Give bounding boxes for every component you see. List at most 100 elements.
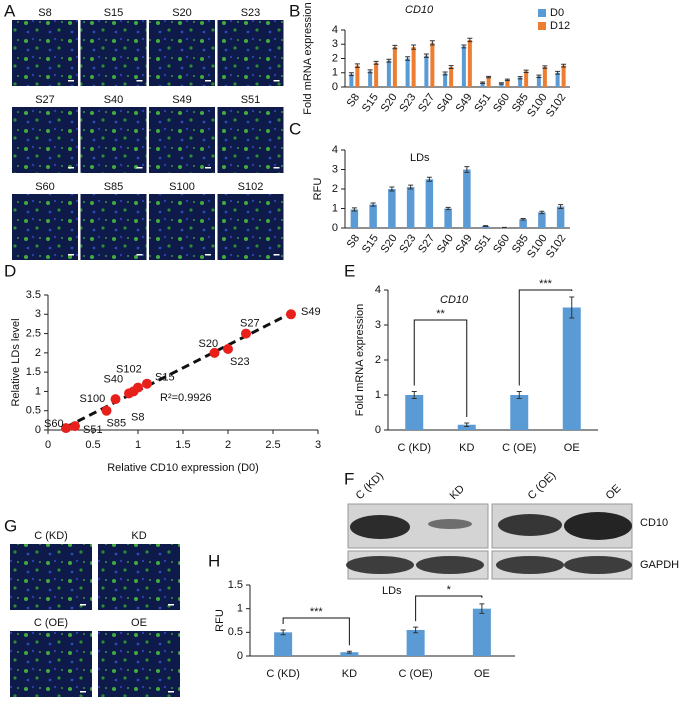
scale-bar bbox=[168, 691, 174, 693]
point-label: S8 bbox=[131, 411, 144, 423]
scale-bar bbox=[68, 80, 74, 82]
chart-title: CD10 bbox=[405, 4, 434, 16]
error-bar bbox=[405, 56, 411, 61]
x-tick-label: S40 bbox=[435, 233, 456, 256]
error-bar bbox=[442, 71, 448, 76]
scatter-point bbox=[133, 382, 143, 393]
bar bbox=[368, 71, 373, 87]
y-tick-label: 1 bbox=[332, 202, 338, 214]
x-tick-label: S27 bbox=[416, 92, 437, 115]
bar bbox=[405, 395, 424, 430]
x-tick-label: 0 bbox=[45, 439, 51, 451]
scale-bar bbox=[68, 254, 74, 256]
chart-title: CD10 bbox=[440, 294, 469, 306]
error-bar bbox=[558, 204, 564, 209]
bar bbox=[340, 652, 359, 656]
scatter-point bbox=[241, 328, 251, 339]
y-tick-label: 2 bbox=[332, 52, 338, 64]
lane-label: C (KD) bbox=[354, 470, 386, 502]
significance-label: *** bbox=[310, 606, 324, 618]
error-bar bbox=[520, 217, 526, 221]
y-tick-label: 0 bbox=[375, 424, 381, 436]
micrograph-label: S8 bbox=[38, 7, 51, 19]
trend-line bbox=[65, 311, 292, 429]
y-tick-label: 3 bbox=[332, 163, 338, 175]
micrograph-label: S60 bbox=[35, 181, 55, 193]
y-tick-label: 1 bbox=[237, 603, 243, 615]
bar bbox=[556, 206, 565, 228]
y-tick-label: 1 bbox=[375, 389, 381, 401]
bar bbox=[499, 83, 504, 87]
y-axis-label: RFU bbox=[312, 178, 324, 201]
error-bar bbox=[348, 72, 354, 77]
annotation: R²=0.9926 bbox=[160, 392, 212, 404]
x-tick-label: S102 bbox=[544, 233, 569, 261]
error-bar bbox=[346, 650, 352, 654]
scatter-point bbox=[110, 394, 121, 405]
micrograph bbox=[217, 20, 284, 86]
bar bbox=[486, 77, 491, 87]
bar bbox=[406, 187, 415, 228]
blot-band bbox=[346, 556, 414, 574]
bar bbox=[443, 73, 448, 87]
x-tick-label: S27 bbox=[416, 233, 437, 256]
scale-bar bbox=[136, 254, 143, 256]
legend-swatch bbox=[538, 22, 546, 30]
scale-bar bbox=[168, 604, 174, 606]
error-bar bbox=[370, 202, 376, 207]
micrograph bbox=[12, 107, 78, 173]
scatter-point bbox=[223, 344, 233, 354]
bar bbox=[355, 65, 360, 87]
micrograph-label: S102 bbox=[238, 181, 264, 193]
bar bbox=[406, 629, 425, 656]
blot-band bbox=[564, 556, 632, 574]
x-tick-label: S23 bbox=[397, 92, 418, 115]
micrograph bbox=[149, 107, 215, 173]
bar bbox=[538, 212, 546, 228]
blot-band bbox=[496, 556, 564, 574]
error-bar bbox=[498, 82, 504, 85]
x-tick-label: S49 bbox=[454, 233, 475, 256]
bar bbox=[510, 395, 529, 430]
chart-title: LDs bbox=[382, 585, 402, 597]
y-tick-label: 1 bbox=[35, 385, 41, 397]
y-tick-label: 0 bbox=[237, 650, 243, 662]
x-tick-label: S15 bbox=[360, 92, 381, 115]
y-tick-label: 1.5 bbox=[228, 579, 243, 591]
bar bbox=[542, 67, 547, 87]
error-bar bbox=[448, 65, 454, 69]
micrograph bbox=[98, 544, 180, 610]
bar bbox=[505, 79, 510, 87]
error-bar bbox=[280, 629, 286, 636]
scatter-point bbox=[286, 309, 296, 320]
blot-band bbox=[416, 556, 484, 574]
x-tick-label: S23 bbox=[397, 233, 418, 256]
micrograph-label: S49 bbox=[172, 94, 192, 106]
y-tick-label: 4 bbox=[332, 24, 338, 36]
point-label: S51 bbox=[83, 424, 103, 436]
scale-bar bbox=[136, 80, 143, 82]
x-tick-label: S49 bbox=[454, 92, 475, 115]
bar bbox=[425, 179, 434, 228]
error-bar bbox=[517, 76, 523, 80]
y-tick-label: 2 bbox=[375, 354, 381, 366]
lane-label: C (OE) bbox=[526, 469, 559, 502]
lane-label: KD bbox=[448, 483, 467, 502]
micrograph-label: OE bbox=[131, 617, 147, 629]
x-tick-label: OE bbox=[474, 668, 490, 680]
y-tick-label: 0.5 bbox=[26, 405, 41, 417]
error-bar bbox=[483, 225, 489, 227]
scale-bar bbox=[136, 167, 143, 169]
micrograph bbox=[149, 20, 215, 86]
bar bbox=[519, 219, 527, 228]
x-tick-label: 1.5 bbox=[175, 439, 190, 451]
error-bar bbox=[461, 44, 467, 49]
y-axis-label: Fold mRNA expression bbox=[354, 304, 366, 417]
x-tick-label: S51 bbox=[472, 233, 493, 256]
error-bar bbox=[413, 626, 419, 634]
chart-title: LDs bbox=[410, 152, 430, 164]
error-bar bbox=[467, 37, 473, 43]
bar bbox=[424, 55, 429, 87]
band-label: GAPDH bbox=[640, 559, 679, 571]
x-tick-label: 2.5 bbox=[265, 439, 280, 451]
